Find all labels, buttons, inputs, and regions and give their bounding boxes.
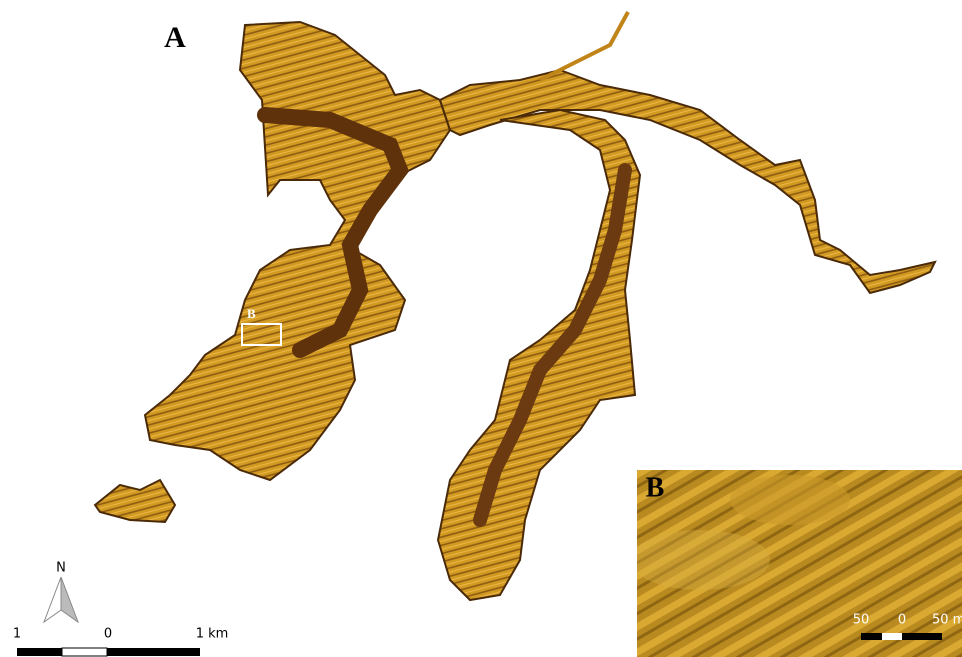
- inset: B 50 0 50 m: [630, 470, 962, 657]
- west-basin: [145, 22, 450, 480]
- inset-box-label: B: [247, 306, 256, 321]
- scale-label: 1 km: [196, 627, 229, 642]
- inlet-stream: [540, 12, 628, 80]
- scale-bar: 1 0 1 km: [13, 627, 228, 657]
- north-label: N: [56, 561, 66, 576]
- map: A B N 1 0 1 km B 50 0 50 m: [0, 0, 962, 657]
- scale-label: 0: [104, 627, 112, 642]
- north-arrow: N: [44, 561, 78, 623]
- inset-scale-label: 50 m: [932, 613, 962, 628]
- scale-label: 1: [13, 627, 21, 642]
- south-pond: [95, 480, 175, 522]
- south-arm: [438, 110, 640, 600]
- inset-scale-label: 0: [898, 613, 906, 628]
- panel-label: A: [164, 21, 186, 54]
- inset-scale-label: 50: [853, 613, 870, 628]
- east-channel: [440, 70, 935, 293]
- inset-label: B: [646, 472, 665, 503]
